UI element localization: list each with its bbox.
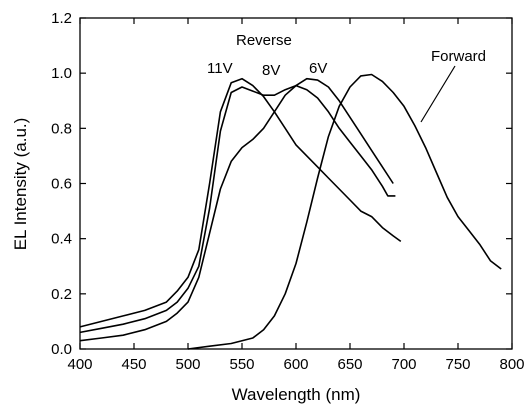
x-tick-label: 650: [337, 356, 362, 373]
annotation-reverse: Reverse: [236, 32, 292, 49]
y-tick-label: 0.6: [51, 176, 72, 193]
series-line-rev-6v: [79, 77, 394, 342]
y-tick-label: 1.0: [51, 65, 72, 82]
x-tick-label: 500: [175, 356, 200, 373]
x-axis-title: Wavelength (nm): [232, 385, 361, 404]
x-tick-label: 750: [445, 356, 470, 373]
series-line-forward: [187, 73, 502, 350]
annotation-8v: 8V: [262, 62, 280, 79]
ticks-layer: 400 450 500 550 600 650 700 750 800 0.0 0.2 0.4 0.6 0…: [51, 10, 524, 373]
y-tick-label: 0.8: [51, 120, 72, 137]
annotation-forward: Forward: [431, 48, 486, 65]
y-tick-label: 0.4: [51, 231, 72, 248]
x-tick-label: 450: [121, 356, 146, 373]
y-tick-label: 0.2: [51, 286, 72, 303]
y-axis-title: EL Intensity (a.u.): [11, 118, 30, 251]
plot-frame: [79, 17, 513, 350]
annotation-11v: 11V: [207, 60, 233, 77]
series-line-rev-11v: [79, 77, 402, 328]
x-tick-label: 600: [283, 356, 308, 373]
x-tick-label: 800: [499, 356, 524, 373]
annotation-6v: 6V: [309, 60, 327, 77]
x-tick-label: 550: [229, 356, 254, 373]
forward-pointer-line: [420, 65, 456, 123]
y-tick-label: 0.0: [51, 341, 72, 358]
series-line-rev-8v: [79, 84, 396, 334]
curves-layer: [79, 73, 502, 350]
x-tick-label: 400: [67, 356, 92, 373]
y-tick-label: 1.2: [51, 10, 72, 27]
x-tick-label: 700: [391, 356, 416, 373]
